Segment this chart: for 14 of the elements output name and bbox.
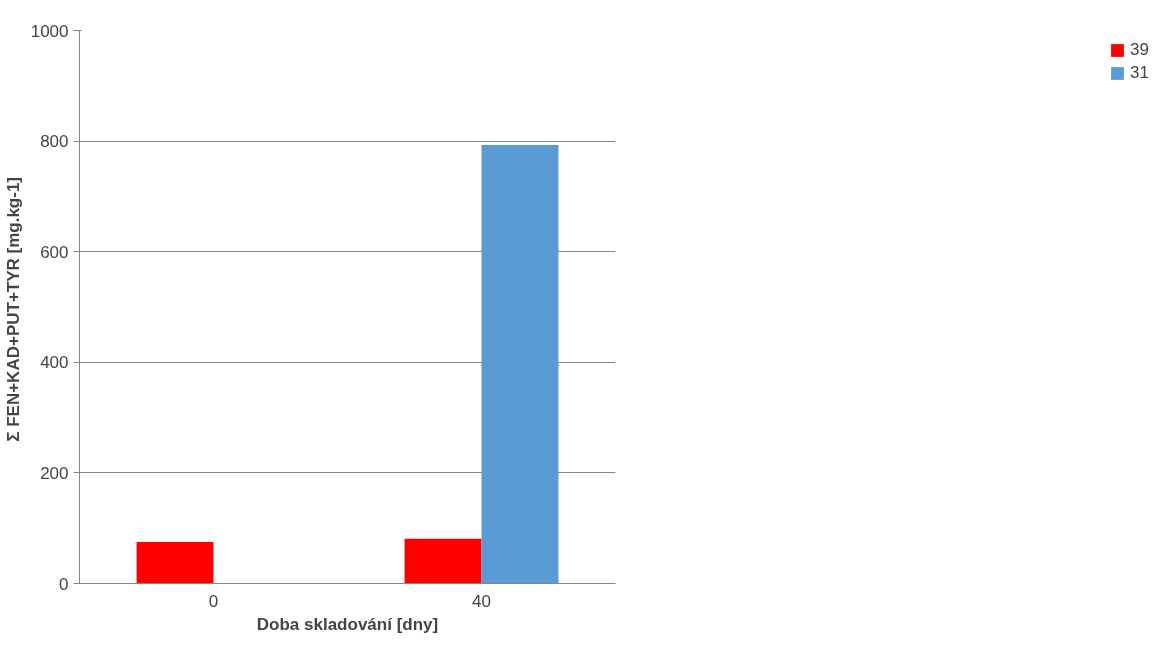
y-tick-label: 400 bbox=[40, 353, 69, 373]
bar bbox=[481, 144, 559, 584]
y-tick-label: 800 bbox=[40, 132, 69, 152]
x-axis-title: Doba skladování [dny] bbox=[256, 614, 439, 634]
y-tick-label: 1000 bbox=[30, 21, 69, 41]
y-tick-label: 600 bbox=[40, 242, 69, 262]
y-tick-label: 200 bbox=[40, 463, 69, 483]
bar bbox=[404, 538, 482, 584]
legend-label: 31 bbox=[1130, 63, 1150, 83]
x-tick-label: 40 bbox=[472, 591, 491, 611]
legend-label: 39 bbox=[1130, 40, 1150, 60]
y-tick-label: 0 bbox=[59, 574, 69, 594]
bar bbox=[136, 542, 214, 584]
y-axis-title: Σ FEN+KAD+PUT+TYR [mg.kg-1] bbox=[3, 176, 23, 442]
